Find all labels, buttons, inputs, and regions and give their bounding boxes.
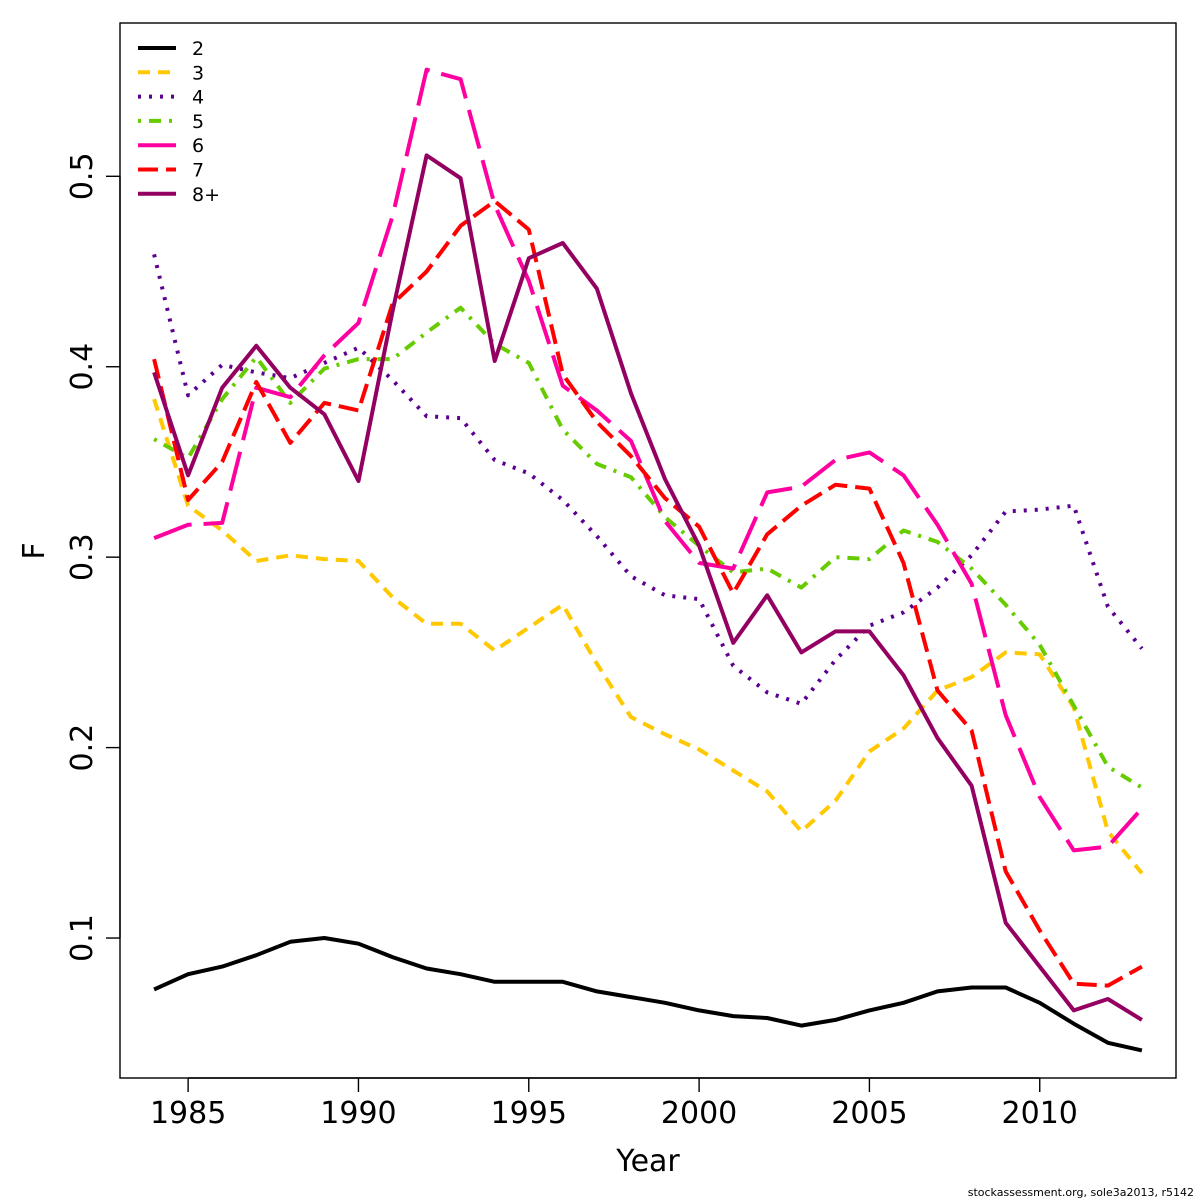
series-lines	[152, 67, 1144, 1053]
y-axis-label: F	[17, 542, 52, 559]
legend-label-7: 8+	[192, 184, 220, 206]
x-tick-label: 2000	[661, 1096, 737, 1131]
x-tick-label: 2010	[1002, 1096, 1078, 1131]
credit-text: stockassessment.org, sole3a2013, r5142	[968, 1186, 1194, 1199]
series-line-5	[153, 67, 1144, 853]
legend-label-2: 3	[192, 62, 204, 84]
legend-label-3: 4	[192, 87, 204, 109]
y-tick-label: 0.4	[65, 343, 100, 391]
x-axis-label: Year	[615, 1144, 680, 1179]
x-tick-label: 1985	[150, 1096, 226, 1131]
y-axis: 0.1 0.2 0.3 0.4 0.5	[65, 152, 121, 962]
plot-frame	[119, 22, 1177, 1079]
y-tick-label: 0.5	[65, 152, 100, 200]
x-tick-label: 1990	[320, 1096, 396, 1131]
series-line-3	[152, 253, 1144, 706]
x-tick-label: 1995	[491, 1096, 567, 1131]
x-tick-label: 2005	[831, 1096, 907, 1131]
series-line-2	[152, 398, 1144, 875]
legend-label-4: 5	[192, 111, 204, 133]
legend: 23 456 78+	[138, 38, 220, 206]
y-tick-label: 0.2	[65, 724, 100, 772]
series-line-7	[152, 153, 1143, 1022]
legend-label-1: 2	[192, 38, 204, 60]
y-tick-label: 0.3	[65, 533, 100, 581]
series-line-4	[153, 305, 1143, 790]
legend-label-6: 7	[192, 160, 204, 182]
y-tick-label: 0.1	[65, 914, 100, 962]
x-axis: 1985 1990 1995 2000 2005 2010	[150, 1077, 1078, 1131]
series-line-1	[153, 936, 1143, 1053]
legend-label-5: 6	[192, 135, 204, 157]
